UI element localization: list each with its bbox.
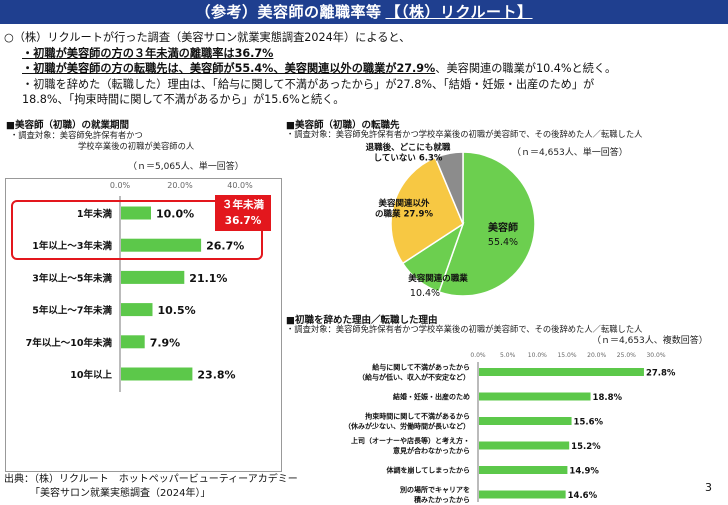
destination-chart-n: （ｎ＝4,653人、単一回答） bbox=[512, 148, 628, 158]
reason-category-label: 意見が合わなかったから bbox=[393, 446, 470, 455]
tenure-category-label: 3年以上～5年未満 bbox=[32, 272, 112, 284]
pie-category-label: していない 6.3% bbox=[374, 154, 443, 164]
tenure-category-label: 1年以上～3年未満 bbox=[32, 240, 112, 252]
tenure-chart-note-2: 学校卒業後の初職が美容師の人 bbox=[78, 141, 195, 151]
reason-chart-heading: ■初職を辞めた理由／転職した理由 bbox=[286, 315, 438, 326]
under-3-years-callout: ３年未満 36.7% bbox=[215, 195, 271, 231]
page-number: 3 bbox=[705, 481, 712, 494]
reason-category-label: （給与が低い、収入が不安定など） bbox=[358, 373, 470, 382]
reason-tick-label: 5.0% bbox=[500, 352, 516, 359]
reason-bar bbox=[479, 392, 591, 401]
reason-value-label: 18.8% bbox=[593, 393, 623, 403]
reason-bar bbox=[479, 441, 570, 450]
reason-value-label: 15.6% bbox=[574, 418, 604, 428]
tenure-tick-label: 0.0% bbox=[110, 181, 131, 190]
tenure-value-label: 23.8% bbox=[197, 369, 235, 382]
page-title: （参考）美容師の離職率等 【（株）リクルート】 bbox=[0, 0, 728, 24]
destination-chart-note: ・調査対象：美容師免許保有者かつ学校卒業後の初職が美容師で、その後辞めた人／転職… bbox=[286, 129, 643, 139]
reason-value-label: 27.8% bbox=[646, 369, 676, 379]
reason-category-label: 体調を崩してしまったから bbox=[386, 466, 470, 475]
tenure-bar bbox=[121, 303, 153, 317]
reason-bar bbox=[479, 417, 572, 425]
pie-slice bbox=[434, 151, 464, 225]
tenure-bar bbox=[121, 367, 193, 381]
pie-category-label: 美容師 bbox=[488, 221, 518, 234]
tenure-bar bbox=[121, 238, 202, 252]
page-title-text: （参考）美容師の離職率等 bbox=[195, 3, 382, 21]
callout-value: 36.7% bbox=[224, 215, 262, 227]
reason-tick-label: 25.0% bbox=[617, 352, 636, 359]
pie-value-label: 10.4% bbox=[410, 288, 440, 299]
pie-value-label: 55.4% bbox=[488, 237, 518, 248]
tenure-category-label: 1年未満 bbox=[77, 208, 113, 220]
reason-category-label: 別の場所でキャリアを bbox=[399, 485, 470, 494]
reason-tick-label: 0.0% bbox=[470, 352, 486, 359]
source-tag: 【（株）リクルート】 bbox=[385, 3, 533, 21]
callout-label: ３年未満 bbox=[222, 199, 264, 211]
reason-category-label: （休みが少ない、労働時間が長いなど） bbox=[344, 422, 470, 431]
tenure-bar bbox=[121, 270, 185, 284]
reason-bar bbox=[479, 466, 568, 474]
source-line-2: 「美容サロン就業実態調査（2024年）」 bbox=[30, 488, 211, 499]
reason-tick-label: 10.0% bbox=[528, 352, 547, 359]
source-citation: 出典：（株）リクルート ホットペッパービューティーアカデミー 「美容サロン就業実… bbox=[4, 473, 298, 501]
reason-category-label: 積みたかったから bbox=[413, 495, 470, 504]
reason-tick-label: 20.0% bbox=[587, 352, 606, 359]
tenure-category-label: 7年以上～10年未満 bbox=[26, 337, 113, 349]
intro-bullet-dropout: ・初職が美容師の方の３年未満の離職率は36.7% bbox=[22, 46, 274, 60]
intro-summary: ○（株）リクルートが行った調査（美容サロン就業実態調査2024年）によると、 ・… bbox=[4, 30, 724, 108]
intro-bullet-reason-1: ・初職を辞めた（転職した）理由は、「給与に関して不満があったから」が27.8%、… bbox=[22, 77, 595, 91]
tenure-tick-label: 40.0% bbox=[227, 181, 253, 190]
reason-bar bbox=[479, 490, 566, 499]
reason-value-label: 14.6% bbox=[568, 491, 598, 501]
tenure-chart-n: （ｎ＝5,065人、単一回答） bbox=[128, 162, 244, 172]
tenure-tick-label: 20.0% bbox=[167, 181, 193, 190]
reason-chart-note: ・調査対象：美容師免許保有者かつ学校卒業後の初職が美容師で、その後辞めた人／転職… bbox=[286, 324, 643, 334]
tenure-category-label: 10年以上 bbox=[70, 369, 112, 381]
tenure-bar bbox=[121, 206, 151, 220]
reason-category-label: 拘束時間に関して不満があるから bbox=[365, 412, 470, 421]
tenure-chart-heading: ■美容師（初職）の就業期間 bbox=[6, 120, 129, 131]
reason-tick-label: 30.0% bbox=[646, 352, 665, 359]
reason-value-label: 14.9% bbox=[569, 467, 599, 477]
source-line-1: 出典：（株）リクルート ホットペッパービューティーアカデミー bbox=[4, 474, 298, 485]
tenure-value-label: 10.5% bbox=[158, 304, 196, 317]
pie-category-label: 退職後、どこにも就職 bbox=[366, 142, 451, 153]
tenure-category-label: 5年以上～7年未満 bbox=[32, 305, 112, 317]
pie-category-label: の職業 27.9% bbox=[375, 209, 433, 220]
reason-bar bbox=[479, 368, 644, 376]
tenure-value-label: 7.9% bbox=[150, 336, 181, 349]
intro-bullet-reason-2: 18.8%、「拘束時間に関して不満があるから」が15.6%と続く。 bbox=[22, 93, 345, 106]
intro-line: ○（株）リクルートが行った調査（美容サロン就業実態調査2024年）によると、 bbox=[4, 31, 411, 44]
tenure-value-label: 26.7% bbox=[206, 240, 244, 253]
tenure-value-label: 10.0% bbox=[156, 208, 194, 221]
reason-category-label: 給与に関して不満があったから bbox=[372, 363, 470, 372]
reason-category-label: 結婚・妊娠・出産のため bbox=[393, 392, 470, 401]
intro-bullet-destination-rest: 、美容関連の職業が10.4%と続く。 bbox=[435, 62, 617, 75]
tenure-chart-note-1: ・調査対象：美容師免許保有者かつ bbox=[10, 130, 143, 140]
pie-slice bbox=[390, 156, 464, 265]
reason-category-label: 上司（オーナーや店長等）と考え方・ bbox=[351, 436, 470, 445]
pie-category-label: 美容関連の職業 bbox=[408, 273, 468, 284]
pie-category-label: 美容関連以外 bbox=[378, 198, 430, 209]
reason-chart-n: （ｎ＝4,653人、複数回答） bbox=[592, 336, 708, 346]
destination-chart-heading: ■美容師（初職）の転職先 bbox=[286, 120, 400, 131]
intro-bullet-destination: ・初職が美容師の方の転職先は、美容師が55.4%、美容関連以外の職業が27.9% bbox=[22, 62, 436, 75]
tenure-bar bbox=[121, 335, 145, 349]
reason-value-label: 15.2% bbox=[571, 442, 601, 452]
reason-tick-label: 15.0% bbox=[557, 352, 576, 359]
tenure-value-label: 21.1% bbox=[189, 272, 227, 285]
